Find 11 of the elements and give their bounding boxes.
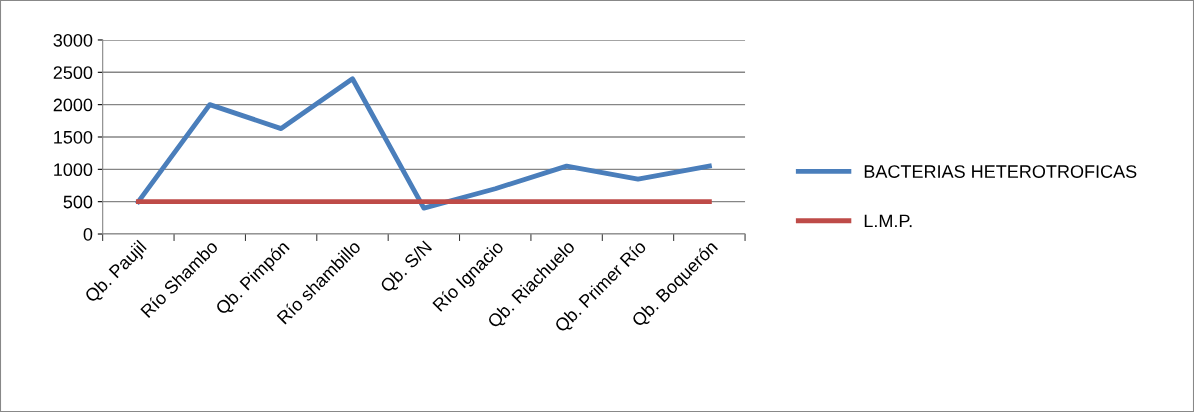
legend-label: BACTERIAS HETEROTROFICAS bbox=[864, 165, 1137, 178]
x-tick-label: Qb. S/N bbox=[379, 240, 433, 296]
y-tick-label: 2000 bbox=[53, 98, 93, 112]
y-tick-label: 2500 bbox=[53, 66, 93, 80]
legend-label: L.M.P. bbox=[864, 214, 912, 228]
y-tick-label: 1500 bbox=[54, 130, 93, 144]
y-tick-label: 1000 bbox=[54, 163, 93, 177]
y-tick-label: 0 bbox=[83, 227, 93, 241]
line-series bbox=[135, 76, 712, 211]
y-tick-label: 500 bbox=[63, 195, 93, 209]
y-tick-label: 3000 bbox=[53, 33, 93, 47]
